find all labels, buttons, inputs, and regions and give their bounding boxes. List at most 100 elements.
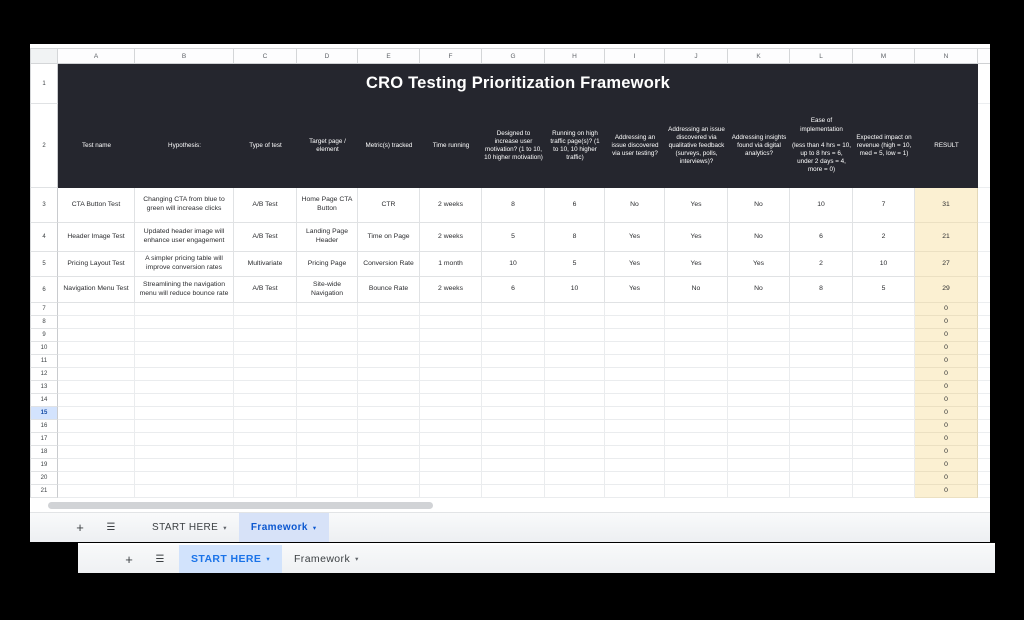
all-sheets-button[interactable]: ☰: [106, 522, 116, 533]
cell-K9[interactable]: [728, 329, 790, 342]
cell-A21[interactable]: [58, 485, 135, 498]
cell-J5[interactable]: Yes: [665, 252, 728, 277]
tab-dropdown-icon[interactable]: ▾: [312, 524, 317, 532]
cell-I10[interactable]: [605, 342, 665, 355]
cell-M14[interactable]: [853, 394, 915, 407]
cell-H9[interactable]: [545, 329, 605, 342]
cell-L12[interactable]: [790, 368, 853, 381]
column-header-B[interactable]: B: [135, 48, 234, 64]
header-cell-D2[interactable]: Target page / element: [297, 104, 358, 188]
cell-G17[interactable]: [482, 433, 545, 446]
cell-H21[interactable]: [545, 485, 605, 498]
cell-J8[interactable]: [665, 316, 728, 329]
row-header-9[interactable]: 9: [30, 329, 58, 342]
column-header-G[interactable]: G: [482, 48, 545, 64]
cell-B10[interactable]: [135, 342, 234, 355]
cell-F5[interactable]: 1 month: [420, 252, 482, 277]
cell-A14[interactable]: [58, 394, 135, 407]
cell-A20[interactable]: [58, 472, 135, 485]
cell-D8[interactable]: [297, 316, 358, 329]
cell-I9[interactable]: [605, 329, 665, 342]
cell-L17[interactable]: [790, 433, 853, 446]
cell-D16[interactable]: [297, 420, 358, 433]
cell-M10[interactable]: [853, 342, 915, 355]
cell-F10[interactable]: [420, 342, 482, 355]
cell-N16[interactable]: 0: [915, 420, 978, 433]
cell-K15[interactable]: [728, 407, 790, 420]
cell-H12[interactable]: [545, 368, 605, 381]
cell-D5[interactable]: Pricing Page: [297, 252, 358, 277]
cell-E15[interactable]: [358, 407, 420, 420]
cell-C13[interactable]: [234, 381, 297, 394]
cell-D7[interactable]: [297, 303, 358, 316]
horizontal-scrollbar-track[interactable]: [30, 498, 990, 512]
cell-F4[interactable]: 2 weeks: [420, 223, 482, 252]
cell-J14[interactable]: [665, 394, 728, 407]
cell-M5[interactable]: 10: [853, 252, 915, 277]
cell-C19[interactable]: [234, 459, 297, 472]
row-header-10[interactable]: 10: [30, 342, 58, 355]
cell-B5[interactable]: A simpler pricing table will improve con…: [135, 252, 234, 277]
cell-N13[interactable]: 0: [915, 381, 978, 394]
cell-K19[interactable]: [728, 459, 790, 472]
cell-K7[interactable]: [728, 303, 790, 316]
header-cell-H2[interactable]: Running on high traffic page(s)? (1 to 1…: [545, 104, 605, 188]
cell-B21[interactable]: [135, 485, 234, 498]
cell-A10[interactable]: [58, 342, 135, 355]
cell-G21[interactable]: [482, 485, 545, 498]
cell-N18[interactable]: 0: [915, 446, 978, 459]
row-header-2[interactable]: 2: [30, 104, 58, 188]
cell-M20[interactable]: [853, 472, 915, 485]
cell-G12[interactable]: [482, 368, 545, 381]
row-header-3[interactable]: 3: [30, 188, 58, 223]
cell-E18[interactable]: [358, 446, 420, 459]
cell-E21[interactable]: [358, 485, 420, 498]
cell-J13[interactable]: [665, 381, 728, 394]
column-header-H[interactable]: H: [545, 48, 605, 64]
header-cell-N2[interactable]: RESULT: [915, 104, 978, 188]
row-header-18[interactable]: 18: [30, 446, 58, 459]
header-cell-C2[interactable]: Type of test: [234, 104, 297, 188]
cell-G15[interactable]: [482, 407, 545, 420]
cell-I13[interactable]: [605, 381, 665, 394]
horizontal-scrollbar-thumb[interactable]: [48, 502, 433, 509]
cell-H11[interactable]: [545, 355, 605, 368]
cell-N20[interactable]: 0: [915, 472, 978, 485]
tab-dropdown-icon[interactable]: ▾: [355, 556, 359, 563]
cell-L10[interactable]: [790, 342, 853, 355]
cell-G20[interactable]: [482, 472, 545, 485]
cell-I19[interactable]: [605, 459, 665, 472]
cell-L8[interactable]: [790, 316, 853, 329]
cell-G19[interactable]: [482, 459, 545, 472]
cell-F14[interactable]: [420, 394, 482, 407]
cell-B7[interactable]: [135, 303, 234, 316]
row-header-5[interactable]: 5: [30, 252, 58, 277]
cell-C20[interactable]: [234, 472, 297, 485]
cell-L20[interactable]: [790, 472, 853, 485]
cell-J10[interactable]: [665, 342, 728, 355]
column-header-E[interactable]: E: [358, 48, 420, 64]
cell-E9[interactable]: [358, 329, 420, 342]
cell-E20[interactable]: [358, 472, 420, 485]
header-cell-M2[interactable]: Expected impact on revenue (high = 10, m…: [853, 104, 915, 188]
column-header-N[interactable]: N: [915, 48, 978, 64]
cell-D18[interactable]: [297, 446, 358, 459]
cell-J12[interactable]: [665, 368, 728, 381]
cell-E10[interactable]: [358, 342, 420, 355]
cell-A6[interactable]: Navigation Menu Test: [58, 277, 135, 303]
cell-A18[interactable]: [58, 446, 135, 459]
cell-H20[interactable]: [545, 472, 605, 485]
cell-I3[interactable]: No: [605, 188, 665, 223]
row-header-14[interactable]: 14: [30, 394, 58, 407]
cell-B14[interactable]: [135, 394, 234, 407]
cell-E4[interactable]: Time on Page: [358, 223, 420, 252]
cell-C18[interactable]: [234, 446, 297, 459]
cell-A8[interactable]: [58, 316, 135, 329]
cell-B17[interactable]: [135, 433, 234, 446]
cell-L16[interactable]: [790, 420, 853, 433]
cell-F12[interactable]: [420, 368, 482, 381]
cell-F18[interactable]: [420, 446, 482, 459]
cell-I20[interactable]: [605, 472, 665, 485]
cell-D10[interactable]: [297, 342, 358, 355]
column-header-C[interactable]: C: [234, 48, 297, 64]
